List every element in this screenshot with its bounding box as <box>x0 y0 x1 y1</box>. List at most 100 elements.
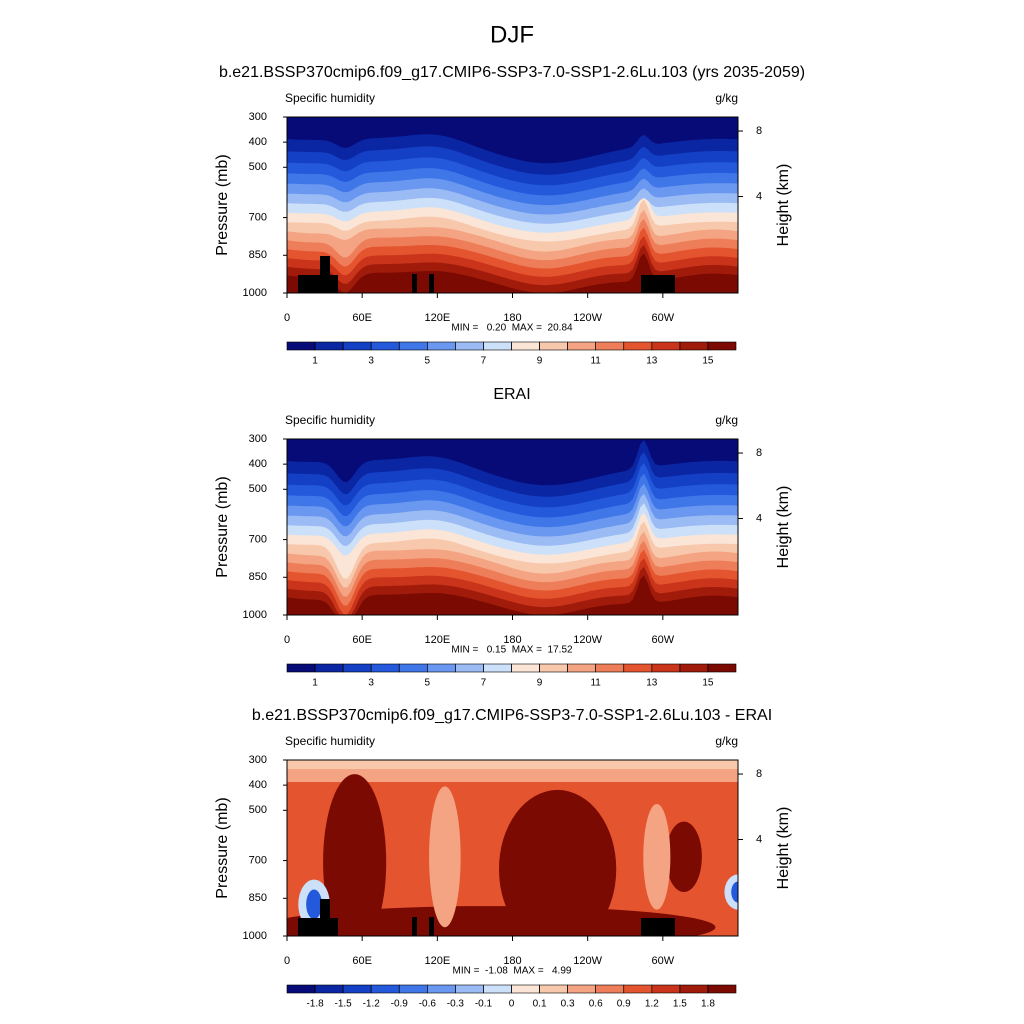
contour-band <box>287 439 738 486</box>
x-tick-label: 60W <box>652 634 675 646</box>
colorbar-label: 0.9 <box>617 999 631 1010</box>
topography <box>298 918 338 936</box>
contour-blob <box>429 786 461 928</box>
y-tick-label: 850 <box>249 571 267 583</box>
panel: b.e21.BSSP370cmip6.f09_g17.CMIP6-SSP3-7.… <box>214 64 805 366</box>
colorbar-box <box>623 663 653 673</box>
contour-blob <box>323 774 387 936</box>
colorbar-label: -1.5 <box>335 999 353 1010</box>
left-label: Specific humidity <box>285 734 375 748</box>
contour-field <box>287 760 738 936</box>
min-max: MIN = -1.08 MAX = 4.99 <box>453 966 572 977</box>
colorbar-label: 1 <box>312 678 318 689</box>
y-tick-label: 850 <box>249 249 267 261</box>
colorbar-box <box>398 984 428 994</box>
colorbar-box <box>427 663 456 673</box>
colorbar-label: 11 <box>590 678 601 689</box>
colorbar-label: 5 <box>425 678 431 689</box>
y-tick-label: 700 <box>249 854 267 866</box>
left-label: Specific humidity <box>285 413 375 427</box>
colorbar-box <box>398 341 428 351</box>
y2-axis-label: Height (km) <box>775 807 792 890</box>
contour-blob <box>665 821 702 892</box>
colorbar-box <box>314 341 344 351</box>
colorbar-box <box>342 984 372 994</box>
y-axis-label: Pressure (mb) <box>214 476 231 577</box>
colorbar-box <box>511 984 540 994</box>
colorbar-box <box>567 663 596 673</box>
x-tick-label: 0 <box>284 634 290 646</box>
panel: b.e21.BSSP370cmip6.f09_g17.CMIP6-SSP3-7.… <box>214 707 792 1009</box>
y2-tick-label: 4 <box>756 512 762 524</box>
right-label: g/kg <box>715 413 738 427</box>
colorbar-box <box>707 663 737 673</box>
colorbar-box <box>483 663 512 673</box>
colorbar-label: 9 <box>537 678 543 689</box>
contour-blob <box>643 804 671 910</box>
colorbar-label: 15 <box>702 356 714 367</box>
colorbar-box <box>370 341 400 351</box>
x-tick-label: 120W <box>573 312 602 324</box>
colorbar-label: 1.2 <box>645 999 659 1010</box>
topography <box>412 917 417 936</box>
colorbar-label: 1.5 <box>673 999 687 1010</box>
colorbar-label: 3 <box>368 678 374 689</box>
min-max: MIN = 0.20 MAX = 20.84 <box>451 323 573 334</box>
topography <box>298 275 338 293</box>
y-tick-label: 1000 <box>243 930 267 942</box>
y2-tick-label: 4 <box>756 833 762 845</box>
x-tick-label: 60E <box>352 634 372 646</box>
colorbar-box <box>651 341 681 351</box>
colorbar-label: -0.3 <box>447 999 465 1010</box>
x-tick-label: 120E <box>424 312 450 324</box>
x-tick-label: 120W <box>573 634 602 646</box>
y-axis-label: Pressure (mb) <box>214 797 231 898</box>
contour-blob <box>306 889 322 920</box>
colorbar-box <box>427 984 456 994</box>
topography <box>320 256 330 275</box>
topography <box>429 917 434 936</box>
colorbar-label: 11 <box>590 356 601 367</box>
y-tick-label: 1000 <box>243 287 267 299</box>
contour-blob <box>498 789 617 936</box>
x-tick-label: 0 <box>284 312 290 324</box>
colorbar-box <box>286 341 316 351</box>
y-tick-label: 500 <box>249 483 267 495</box>
colorbar-box <box>623 341 653 351</box>
y-tick-label: 300 <box>249 111 267 123</box>
colorbar-box <box>286 663 316 673</box>
colorbar-label: 7 <box>481 678 487 689</box>
colorbar-label: 9 <box>537 356 543 367</box>
colorbar-label: -0.9 <box>391 999 409 1010</box>
contour-blob <box>287 906 716 936</box>
y2-tick-label: 8 <box>756 447 762 459</box>
y-tick-label: 1000 <box>243 609 267 621</box>
y-tick-label: 500 <box>249 161 267 173</box>
colorbar-box <box>483 341 512 351</box>
colorbar-label: 1.8 <box>701 999 715 1010</box>
panel-title: b.e21.BSSP370cmip6.f09_g17.CMIP6-SSP3-7.… <box>252 707 772 724</box>
colorbar-label: 7 <box>481 356 487 367</box>
y-tick-label: 850 <box>249 892 267 904</box>
y2-axis-label: Height (km) <box>775 164 792 247</box>
colorbar-box <box>707 341 737 351</box>
contour-field <box>287 117 738 293</box>
y2-tick-label: 4 <box>756 190 762 202</box>
colorbar-box <box>398 663 428 673</box>
main-title: DJF <box>490 21 534 48</box>
y-tick-label: 400 <box>249 779 267 791</box>
panel-title: ERAI <box>493 386 530 403</box>
colorbar-label: 1 <box>312 356 318 367</box>
x-tick-label: 180 <box>503 312 521 324</box>
colorbar-label: -0.1 <box>475 999 493 1010</box>
y2-axis-label: Height (km) <box>775 486 792 569</box>
contour-band <box>287 760 738 769</box>
colorbar-box <box>455 663 484 673</box>
colorbar-label: -0.6 <box>419 999 437 1010</box>
colorbar-box <box>595 984 625 994</box>
x-tick-label: 60W <box>652 312 675 324</box>
left-label: Specific humidity <box>285 91 375 105</box>
colorbar-label: 0.3 <box>561 999 575 1010</box>
y-tick-label: 500 <box>249 804 267 816</box>
